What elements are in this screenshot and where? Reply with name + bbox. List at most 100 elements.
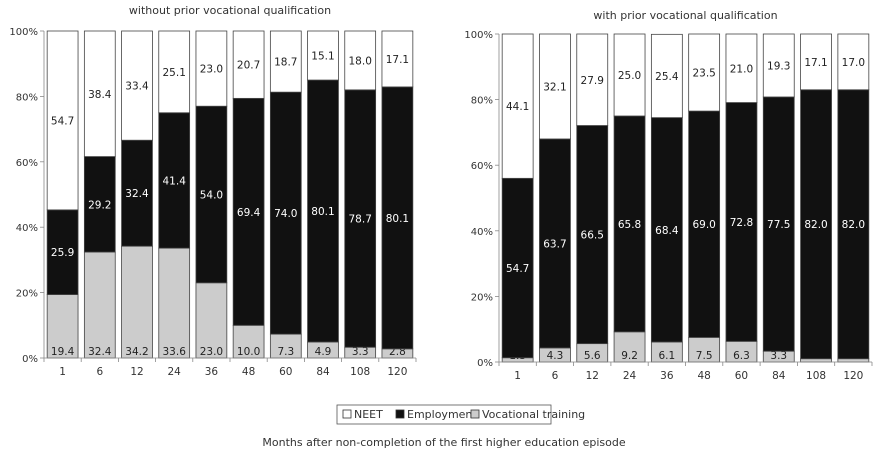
- data-label-employment: 66.5: [581, 230, 604, 242]
- bar-neet: [232, 30, 265, 99]
- legend-swatch-neet: [342, 409, 352, 419]
- data-label-vocational-training: 10.0: [237, 346, 260, 358]
- bar-neet: [837, 33, 870, 91]
- legend-swatch-vocational-training: [470, 409, 480, 419]
- bar-neet: [688, 33, 721, 112]
- x-tick-label: 36: [660, 370, 674, 382]
- data-label-vocational-training: 23.0: [200, 346, 223, 358]
- data-label-employment: 72.8: [730, 217, 753, 229]
- x-tick-label: 84: [772, 370, 786, 382]
- data-label-neet: 25.1: [163, 67, 186, 79]
- data-label-vocational-training: 34.2: [125, 346, 148, 358]
- x-tick-label: 12: [130, 366, 143, 378]
- data-label-neet: 17.1: [386, 54, 409, 66]
- data-label-vocational-training: 3.3: [352, 346, 369, 358]
- data-label-employment: 63.7: [543, 238, 566, 250]
- bar-neet: [381, 30, 414, 88]
- data-label-employment: 80.1: [311, 206, 334, 218]
- legend-swatch-employment: [395, 409, 405, 419]
- bar-employment: [195, 105, 228, 284]
- legend: NEET Employment Vocational training: [336, 404, 585, 425]
- data-label-employment: 74.0: [274, 208, 297, 220]
- y-tick-label: 60%: [471, 161, 493, 172]
- panel-without-prior-qualification: without prior vocational qualification 0%…: [9, 4, 417, 378]
- x-tick-label: 24: [623, 370, 637, 382]
- data-label-neet: 23.0: [200, 64, 223, 76]
- bar-employment: [613, 115, 646, 333]
- y-tick-label: 40%: [471, 227, 493, 238]
- x-tick-label: 84: [316, 366, 330, 378]
- legend-label-neet: NEET: [354, 408, 383, 421]
- bar-neet: [158, 30, 191, 114]
- bar-neet: [121, 30, 153, 141]
- data-label-neet: 38.4: [88, 89, 112, 101]
- bar-neet: [613, 33, 646, 117]
- bar-employment: [307, 79, 339, 343]
- legend-label-employment: Employment: [407, 408, 477, 421]
- bar-neet: [501, 33, 534, 179]
- data-label-employment: 80.1: [386, 213, 409, 225]
- data-label-neet: 54.7: [51, 115, 74, 127]
- data-label-vocational-training: 4.9: [315, 346, 332, 358]
- data-label-employment: 65.8: [618, 219, 641, 231]
- y-tick-label: 0%: [477, 358, 493, 369]
- bar-neet: [725, 33, 758, 103]
- bar-employment: [539, 138, 571, 349]
- chart-title: with prior vocational qualification: [593, 9, 777, 22]
- data-label-employment: 82.0: [804, 219, 827, 231]
- data-label-employment: 25.9: [51, 247, 74, 259]
- bar-neet: [46, 30, 79, 211]
- data-label-vocational-training: 6.1: [658, 350, 675, 362]
- bar-vocational-training: [83, 251, 116, 359]
- data-label-employment: 69.4: [237, 207, 261, 219]
- bar-employment: [725, 102, 758, 342]
- x-tick-label: 60: [279, 366, 292, 378]
- bar-employment: [576, 125, 609, 345]
- bar-vocational-training: [121, 245, 153, 359]
- data-label-neet: 20.7: [237, 60, 260, 72]
- y-tick-label: 20%: [471, 292, 493, 303]
- y-tick-label: 40%: [16, 223, 38, 234]
- data-label-neet: 18.0: [349, 55, 372, 67]
- bar-employment: [344, 89, 377, 348]
- data-label-employment: 69.0: [692, 219, 715, 231]
- y-tick-label: 80%: [471, 96, 493, 107]
- x-tick-label: 120: [387, 366, 407, 378]
- x-tick-label: 108: [350, 366, 370, 378]
- bar-neet: [576, 33, 609, 126]
- bar-vocational-training: [158, 247, 191, 359]
- x-axis-title: Months after non-completion of the first…: [262, 436, 625, 449]
- y-tick-label: 60%: [16, 158, 38, 169]
- data-label-employment: 54.0: [200, 190, 223, 202]
- bar-neet: [762, 33, 795, 98]
- data-label-neet: 32.1: [543, 81, 566, 93]
- data-label-employment: 77.5: [767, 219, 790, 231]
- x-tick-label: 60: [735, 370, 748, 382]
- bar-neet: [539, 33, 571, 140]
- x-tick-label: 48: [242, 366, 255, 378]
- bar-employment: [269, 91, 302, 335]
- x-tick-label: 1: [514, 370, 521, 382]
- x-tick-label: 108: [806, 370, 826, 382]
- data-label-vocational-training: 7.3: [277, 346, 294, 358]
- data-label-vocational-training: 5.6: [584, 350, 601, 362]
- x-tick-label: 6: [96, 366, 103, 378]
- x-tick-label: 6: [552, 370, 559, 382]
- data-label-vocational-training: 9.2: [621, 350, 638, 362]
- data-label-neet: 19.3: [767, 60, 790, 72]
- bar-neet: [83, 30, 116, 157]
- x-tick-label: 1: [59, 366, 66, 378]
- data-label-neet: 17.1: [804, 57, 827, 69]
- bar-employment: [232, 97, 265, 326]
- data-label-vocational-training: 7.5: [696, 350, 713, 362]
- legend-box: [336, 404, 552, 425]
- bar-employment: [381, 86, 414, 350]
- data-label-employment: 32.4: [125, 188, 149, 200]
- y-tick-label: 100%: [464, 30, 493, 41]
- bar-neet: [800, 33, 832, 91]
- x-tick-label: 120: [843, 370, 863, 382]
- data-label-neet: 15.1: [311, 51, 334, 63]
- bar-employment: [121, 139, 153, 247]
- data-label-neet: 21.0: [730, 63, 753, 75]
- data-label-vocational-training: 6.3: [733, 350, 750, 362]
